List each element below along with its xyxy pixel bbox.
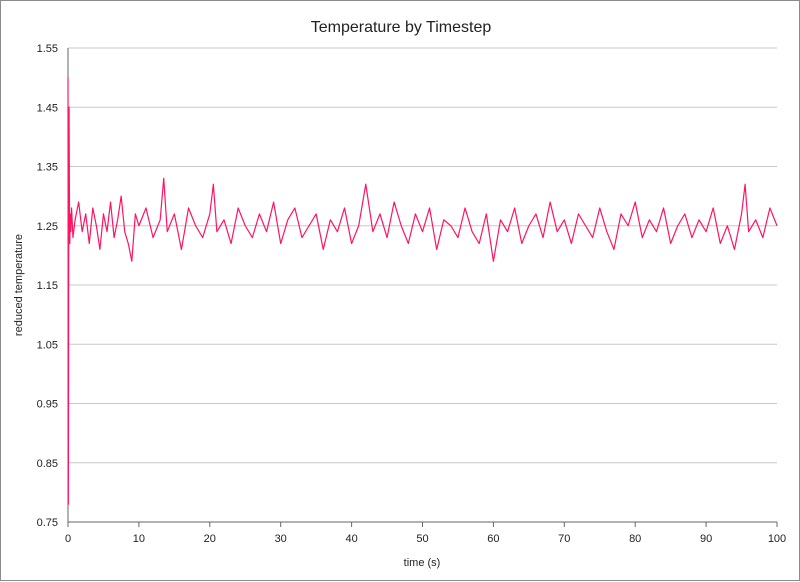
y-tick-label: 0.75	[37, 517, 58, 529]
x-tick-label: 20	[204, 533, 216, 545]
y-tick-label: 1.15	[37, 280, 58, 292]
x-tick-label: 10	[133, 533, 145, 545]
series-layer	[67, 77, 778, 505]
x-tick-label: 60	[487, 533, 499, 545]
y-tick-label: 1.05	[37, 339, 58, 351]
y-tick-label: 1.45	[37, 102, 58, 114]
chart-title: Temperature by Timestep	[311, 19, 492, 36]
y-tick-label: 1.55	[37, 43, 58, 55]
y-tick-label: 1.35	[37, 162, 58, 174]
x-axis-label: time (s)	[404, 557, 441, 569]
y-tick-labels: 0.75 0.85 0.95 1.05 1.15 1.25 1.35 1.45 1.55	[37, 43, 58, 529]
x-tick-label: 80	[629, 533, 641, 545]
x-tick-label: 0	[65, 533, 71, 545]
y-axis-label: reduced temperature	[13, 234, 25, 336]
x-tick-label: 70	[558, 533, 570, 545]
y-tick-label: 1.25	[37, 221, 58, 233]
temperature-series-line	[67, 77, 778, 505]
x-tick-label: 50	[416, 533, 428, 545]
x-tick-labels: 0 10 20 30 40 50 60 70 80 90 100	[65, 522, 786, 545]
x-tick-label: 30	[275, 533, 287, 545]
x-tick-label: 90	[700, 533, 712, 545]
x-tick-label: 100	[768, 533, 786, 545]
gridlines	[67, 47, 777, 523]
x-tick-label: 40	[345, 533, 357, 545]
y-tick-label: 0.85	[37, 458, 58, 470]
y-tick-label: 0.95	[37, 399, 58, 411]
